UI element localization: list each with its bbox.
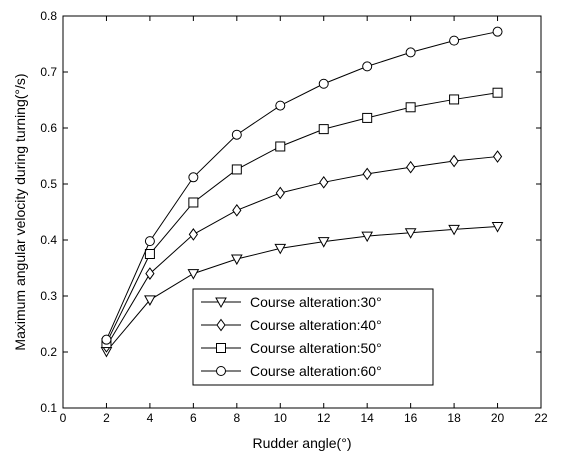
x-tick-label: 20 bbox=[491, 411, 505, 425]
plot-area bbox=[62, 15, 542, 409]
legend-box bbox=[192, 288, 434, 386]
x-tick-label: 12 bbox=[317, 411, 331, 425]
data-point bbox=[448, 224, 460, 236]
legend-label: Course alteration:50° bbox=[250, 340, 382, 356]
data-point bbox=[230, 254, 243, 266]
data-point bbox=[317, 237, 330, 248]
y-axis: 0.1 0.2 0.3 0.4 0.5 0.6 0.7 0.8 bbox=[40, 9, 541, 415]
data-point bbox=[449, 94, 460, 105]
y-tick-label: 0.8 bbox=[40, 9, 57, 23]
data-point bbox=[405, 102, 416, 113]
y-tick-label: 0.5 bbox=[40, 177, 57, 191]
data-point bbox=[318, 78, 329, 89]
legend-marker bbox=[216, 343, 226, 353]
x-tick-label: 22 bbox=[534, 411, 548, 425]
data-point bbox=[188, 228, 198, 241]
data-point bbox=[318, 124, 329, 135]
x-tick-label: 16 bbox=[404, 411, 418, 425]
data-point bbox=[101, 334, 112, 345]
y-tick-label: 0.4 bbox=[40, 233, 57, 247]
legend-item: Course alteration:60° bbox=[201, 363, 382, 379]
data-point bbox=[362, 61, 373, 72]
x-tick-label: 0 bbox=[60, 411, 67, 425]
data-point bbox=[275, 186, 285, 200]
x-tick-label: 4 bbox=[147, 411, 154, 425]
x-tick-label: 2 bbox=[103, 411, 110, 425]
series-3 bbox=[101, 87, 503, 349]
legend-label: Course alteration:30° bbox=[250, 294, 382, 310]
y-tick-label: 0.1 bbox=[40, 401, 57, 415]
legend-item: Course alteration:50° bbox=[201, 340, 382, 356]
x-tick-label: 8 bbox=[233, 411, 240, 425]
data-point bbox=[492, 26, 503, 37]
series-line bbox=[106, 226, 498, 352]
data-point bbox=[492, 87, 503, 98]
legend-marker bbox=[216, 366, 226, 376]
data-point bbox=[361, 231, 374, 243]
data-point bbox=[144, 249, 155, 259]
x-axis: 0 2 4 6 8 10 12 14 16 18 20 22 bbox=[60, 16, 548, 425]
data-point bbox=[145, 267, 155, 280]
legend-label: Course alteration:40° bbox=[250, 317, 382, 333]
data-point bbox=[275, 100, 286, 111]
x-tick-label: 18 bbox=[447, 411, 461, 425]
series-line bbox=[106, 156, 498, 347]
series-line bbox=[105, 31, 498, 340]
series-2 bbox=[101, 150, 503, 353]
legend-marker bbox=[215, 297, 227, 309]
x-tick-label: 14 bbox=[361, 411, 375, 425]
y-tick-label: 0.6 bbox=[40, 121, 57, 135]
x-tick-label: 6 bbox=[190, 411, 197, 425]
data-point bbox=[405, 47, 416, 58]
legend-item: Course alteration:40° bbox=[201, 317, 382, 333]
x-axis-label: Rudder angle(°) bbox=[253, 435, 352, 451]
legend: Course alteration:30° Course alteration:4… bbox=[192, 288, 434, 386]
data-point bbox=[144, 295, 156, 306]
data-point bbox=[188, 172, 199, 183]
data-point bbox=[232, 203, 242, 217]
legend-label: Course alteration:60° bbox=[250, 363, 382, 379]
data-point bbox=[231, 129, 242, 140]
data-point bbox=[362, 112, 373, 123]
y-tick-label: 0.7 bbox=[40, 65, 57, 79]
data-point bbox=[319, 175, 329, 189]
data-point bbox=[404, 228, 417, 239]
data-point bbox=[231, 164, 242, 175]
data-point bbox=[362, 167, 372, 181]
data-point bbox=[274, 243, 287, 255]
legend-item: Course alteration:30° bbox=[201, 294, 382, 310]
data-point bbox=[449, 35, 460, 46]
data-point bbox=[187, 269, 200, 280]
data-point bbox=[492, 150, 503, 163]
data-point bbox=[449, 154, 459, 168]
data-point bbox=[491, 222, 504, 233]
series-4 bbox=[101, 26, 503, 345]
data-point bbox=[144, 236, 155, 247]
data-point bbox=[188, 197, 199, 208]
data-point bbox=[406, 160, 416, 174]
y-tick-label: 0.2 bbox=[40, 345, 57, 359]
y-axis-label: Maximum angular velocity during turning(… bbox=[12, 73, 28, 350]
legend-marker bbox=[216, 318, 226, 332]
series-line bbox=[106, 92, 498, 344]
data-point bbox=[275, 141, 286, 152]
series-layer bbox=[100, 26, 504, 358]
y-tick-label: 0.3 bbox=[40, 289, 57, 303]
x-tick-label: 10 bbox=[274, 411, 288, 425]
